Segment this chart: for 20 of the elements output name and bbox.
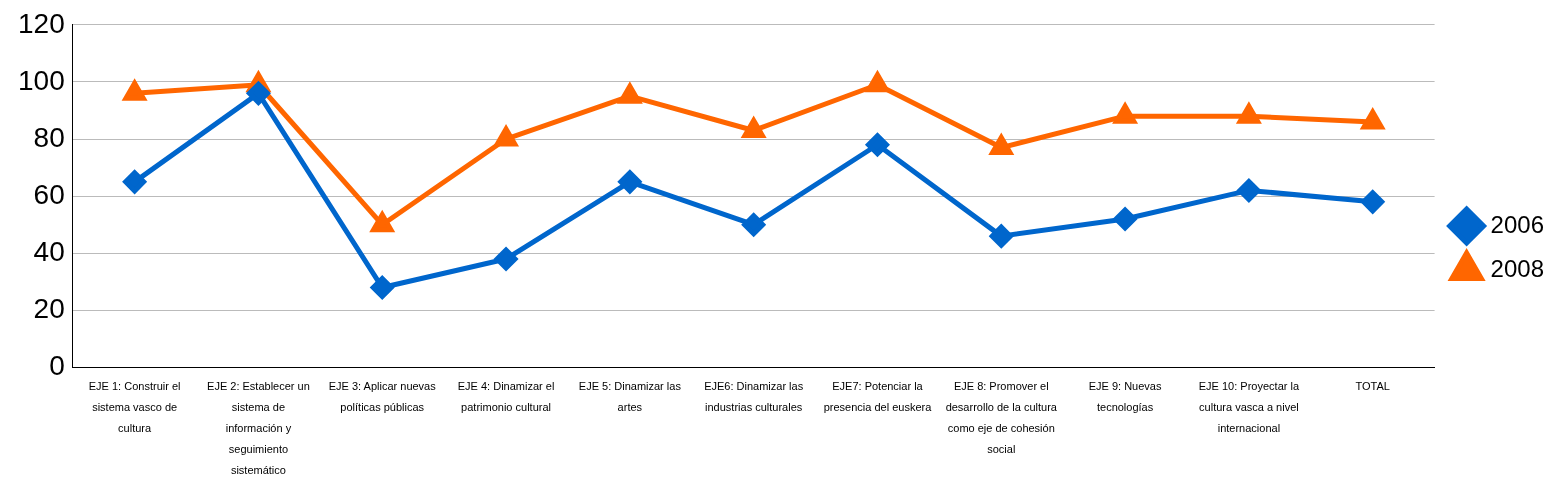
y-tick-label: 0	[49, 350, 65, 382]
y-tick-label: 40	[33, 235, 65, 267]
x-tick-label: EJE 8: Promover el desarrollo de la cultura como eje de cohesión social	[945, 379, 1058, 455]
x-tick-label: EJE 3: Aplicar nuevas políticas públicas	[328, 379, 437, 413]
y-tick-label: 60	[33, 178, 65, 210]
legend-label: 2006	[1490, 210, 1544, 238]
x-tick-label: EJE 4: Dinamizar el patrimonio cultural	[457, 379, 555, 413]
x-tick-label: EJE6: Dinamizar las industrias culturales	[704, 379, 804, 413]
x-tick-label: EJE 2: Establecer un sistema de información y seguimiento sistemático	[207, 379, 310, 476]
y-tick-label: 100	[18, 64, 65, 96]
x-tick-label: EJE 10: Proyectar la cultura vasca a nivel internacional	[1198, 379, 1300, 434]
x-tick-label: EJE7: Potenciar la presencia del euskera	[823, 379, 933, 413]
y-tick-label: 80	[33, 121, 65, 153]
y-tick-label: 120	[18, 7, 65, 39]
legend-label: 2008	[1490, 254, 1544, 282]
x-tick-label: EJE 1: Construir el sistema vasco de cultura	[88, 379, 181, 434]
x-tick-label: EJE 9: Nuevas tecnologías	[1088, 379, 1162, 413]
x-tick-label: TOTAL	[1355, 379, 1390, 392]
y-tick-label: 20	[33, 293, 65, 325]
x-tick-label: EJE 5: Dinamizar las artes	[578, 379, 682, 413]
